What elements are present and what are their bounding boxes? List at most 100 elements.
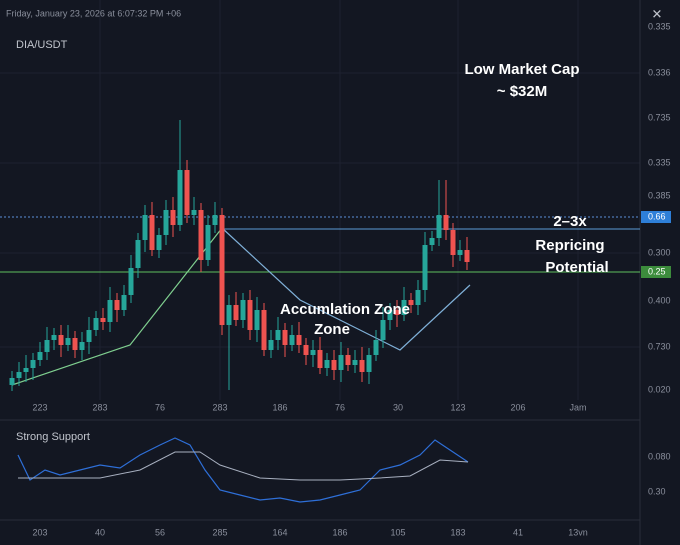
candles [9,120,470,391]
price-axis-label: 0.020 [648,384,671,394]
indicator-signal [18,451,469,481]
price-axis-label: 0.335 [648,21,671,31]
candle-body [401,300,407,315]
candle-body [282,330,288,345]
candle-body [394,310,400,315]
close-button[interactable]: ✕ [652,6,663,21]
annotation: Repricing [535,237,604,254]
candle-body [408,300,414,305]
candle-body [212,215,218,225]
indicator-title: Strong Support [16,431,90,443]
annotation: ~ $32M [497,83,547,100]
candle-body [261,310,267,350]
candle-body [429,238,435,245]
candle-body [331,360,337,370]
candle-body [156,235,162,250]
candle-body [121,295,127,310]
candle-body [198,210,204,260]
candle-body [247,300,253,330]
candle-body [65,338,71,345]
grid [0,0,640,400]
candle-body [184,170,190,215]
candle-body [51,335,57,340]
price-tag-label: 0.66 [648,211,666,221]
candle-body [72,338,78,350]
price-axis-label: 0.735 [648,112,671,122]
candle-body [450,230,456,255]
price-axis-label: 0.300 [648,247,671,257]
price-axis-label: 0.730 [648,341,671,351]
candle-body [107,300,113,322]
time-axis-label: 203 [32,527,47,537]
price-axis-label: 0.400 [648,295,671,305]
candle-body [170,210,176,225]
time-axis-label: 105 [390,527,405,537]
candle-body [387,310,393,320]
candle-body [457,250,463,255]
candle-body [415,290,421,305]
time-axis-label: 123 [450,402,465,412]
candle-body [296,335,302,345]
time-axis-label: 183 [450,527,465,537]
symbol: DIA/USDT [16,39,68,51]
price-axis-label: 0.336 [648,67,671,77]
candle-body [366,355,372,372]
price-tag [641,211,671,223]
candle-body [149,215,155,250]
candle-body [114,300,120,310]
time-axis-label: 76 [335,402,345,412]
candle-body [240,300,246,320]
time-axis-label: 283 [92,402,107,412]
candle-body [37,352,43,360]
candle-body [359,360,365,372]
price-axis-label: 0.335 [648,157,671,167]
annotation: Low Market Cap [464,61,579,78]
candle-body [233,305,239,320]
support-tag [641,266,671,278]
candle-body [205,225,211,260]
candle-body [310,350,316,355]
candle-body [303,345,309,355]
candle-body [338,355,344,370]
price-axis-label: 0.385 [648,190,671,200]
candle-body [289,335,295,345]
candle-body [219,215,225,325]
candle-body [436,215,442,238]
time-axis-label: 40 [95,527,105,537]
time-axis-label: 206 [510,402,525,412]
time-axis-label: 285 [212,527,227,537]
candle-body [9,378,15,385]
candle-body [44,340,50,352]
time-axis-label: 30 [393,402,403,412]
indicator-line [17,437,469,503]
candle-body [30,360,36,368]
candle-body [464,250,470,262]
time-axis-label: 186 [272,402,287,412]
time-axis-label: 56 [155,527,165,537]
candle-body [58,335,64,345]
candle-body [163,210,169,235]
time-axis-label: 223 [32,402,47,412]
candle-body [86,330,92,342]
candle-body [16,372,22,378]
candle-body [317,350,323,368]
candle-body [345,355,351,365]
candle-body [128,268,134,295]
candle-body [324,360,330,368]
candle-body [79,342,85,350]
candle-body [177,170,183,225]
annotation: Potential [545,259,608,276]
time-axis-label: 186 [332,527,347,537]
candle-body [93,318,99,330]
time-axis-label: 283 [212,402,227,412]
candle-body [422,245,428,290]
time-axis-label: 164 [272,527,287,537]
annotation: Accumlation Zone [280,301,410,318]
indicator-axis-label: 0.080 [648,451,671,461]
candle-body [135,240,141,268]
time-axis-label: 76 [155,402,165,412]
support-tag-label: 0.25 [648,266,666,276]
candle-body [275,330,281,340]
annotation: 2–3x [553,213,587,230]
